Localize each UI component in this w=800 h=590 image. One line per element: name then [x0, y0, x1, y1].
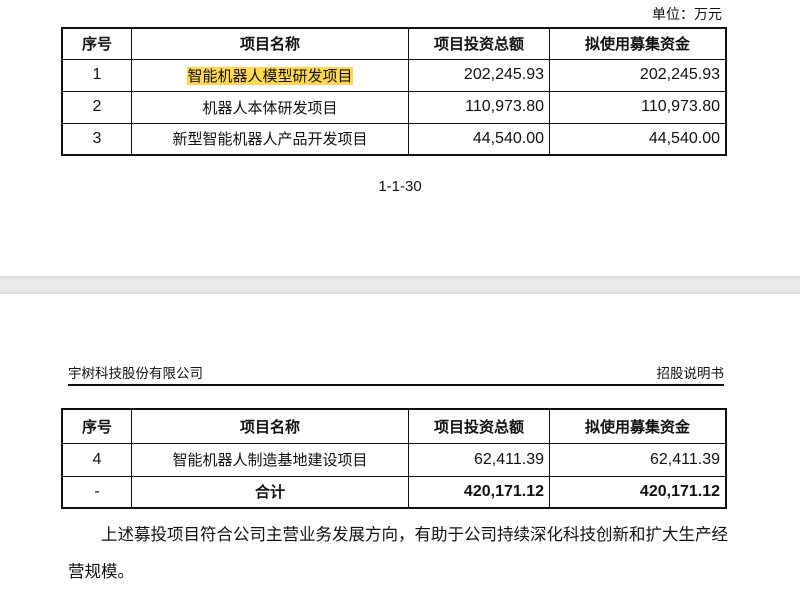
- table-row: 4 智能机器人制造基地建设项目 62,411.39 62,411.39: [61, 442, 727, 477]
- table-row: 1 智能机器人模型研发项目 202,245.93 202,245.93: [61, 58, 727, 92]
- highlighted-text[interactable]: 智能机器人模型研发项目: [187, 66, 353, 85]
- total-row: - 合计 420,171.12 420,171.12: [61, 475, 727, 509]
- page-top: 单位：万元 序号 项目名称 项目投资总额 拟使用募集资金 1 智能机器人模型研发项目 20…: [0, 0, 800, 276]
- projects-table-2: 序号 项目名称 项目投资总额 拟使用募集资金 4 智能机器人制造基地建设项目 62,411…: [61, 408, 727, 509]
- col-total: 项目投资总额: [408, 27, 550, 60]
- table-row: 2 机器人本体研发项目 110,973.80 110,973.80: [61, 90, 727, 124]
- unit-label: 单位：万元: [652, 7, 722, 23]
- page-separator: [0, 276, 800, 294]
- col-raised: 拟使用募集资金: [549, 27, 727, 60]
- body-paragraph: 上述募投项目符合公司主营业务发展方向，有助于公司持续深化科技创新和扩大生产经营规…: [68, 525, 728, 581]
- page-header: 宇树科技股份有限公司 招股说明书: [68, 362, 724, 386]
- col-name: 项目名称: [131, 27, 409, 60]
- page-number: 1-1-30: [378, 178, 422, 195]
- table-row: 3 新型智能机器人产品开发项目 44,540.00 44,540.00: [61, 122, 727, 156]
- col-no: 序号: [61, 27, 132, 60]
- projects-table-1: 序号 项目名称 项目投资总额 拟使用募集资金 1 智能机器人模型研发项目 202,245.…: [61, 27, 727, 156]
